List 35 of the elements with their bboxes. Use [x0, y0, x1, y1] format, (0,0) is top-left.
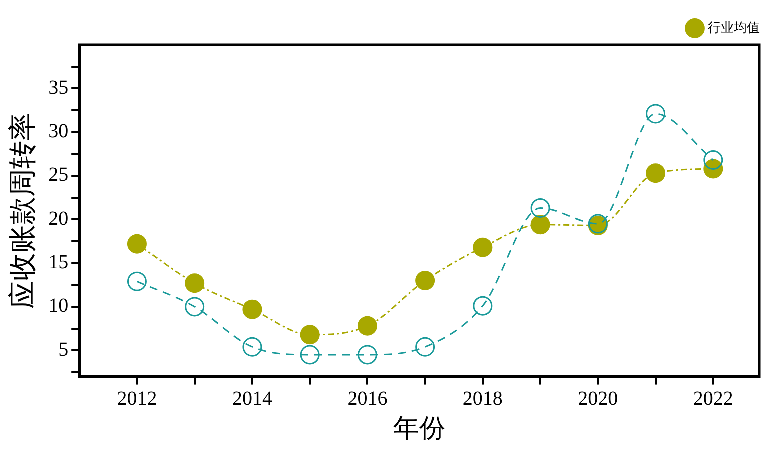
y-tick-label: 10 [48, 295, 69, 318]
point [646, 104, 666, 124]
point [300, 325, 320, 345]
y-tick-label: 35 [48, 76, 69, 99]
x-axis-title: 年份 [394, 414, 446, 444]
point [300, 345, 320, 365]
y-tick-label: 5 [58, 338, 69, 361]
y-axis-title: 应收账款周转率 [8, 112, 40, 309]
point [185, 297, 205, 317]
x-tick-label: 2018 [462, 388, 503, 410]
y-tick-label: 15 [48, 252, 69, 274]
point [358, 345, 378, 365]
point [242, 300, 262, 320]
x-tick-label: 2014 [232, 388, 272, 410]
point [473, 238, 493, 258]
y-tick-label: 25 [48, 164, 69, 186]
point [416, 337, 436, 357]
point [646, 164, 666, 184]
x-tick-label: 2022 [693, 388, 734, 410]
point [127, 234, 147, 254]
point [127, 272, 147, 292]
x-tick-label: 2020 [578, 388, 618, 410]
x-tick-label: 2012 [117, 388, 158, 410]
point [704, 150, 724, 170]
legend-label: 行业均值 [708, 20, 760, 35]
y-tick-label: 20 [48, 208, 69, 230]
point [530, 198, 550, 218]
point [185, 274, 205, 294]
point [416, 271, 436, 291]
y-tick-label: 30 [48, 120, 69, 143]
x-tick-label: 2016 [348, 388, 388, 410]
point [242, 337, 262, 357]
point [473, 296, 493, 316]
point [358, 316, 378, 336]
point [530, 215, 550, 235]
